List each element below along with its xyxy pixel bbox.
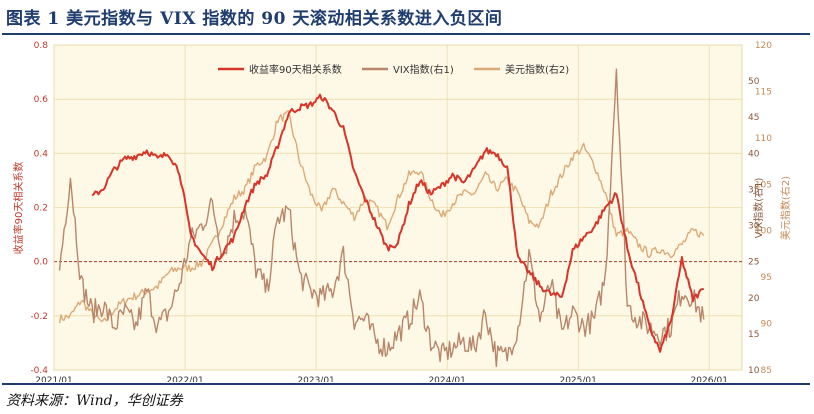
x-tick-label: 2025/01 xyxy=(559,376,596,382)
y-tick-left: -0.4 xyxy=(30,366,48,376)
bottom-rule xyxy=(2,383,810,385)
legend-label: VIX指数(右1) xyxy=(393,63,454,76)
figure-title: 图表 1 美元指数与 VIX 指数的 90 天滚动相关系数进入负区间 xyxy=(6,9,503,29)
y-tick-right1: 35 xyxy=(748,185,759,195)
legend-label: 美元指数(右2) xyxy=(505,63,569,76)
legend-label: 收益率90天相关系数 xyxy=(249,63,342,76)
y-tick-right1: 20 xyxy=(748,294,760,304)
x-tick-label: 2024/01 xyxy=(428,376,465,382)
y-tick-left: -0.2 xyxy=(30,312,48,322)
y-axis-label-left: 收益率90天相关系数 xyxy=(12,162,25,255)
y-tick-left: 0.0 xyxy=(34,258,49,268)
x-tick-label: 2026/01 xyxy=(691,376,728,382)
y-axis-label-right1: VIX指数(右1) xyxy=(752,178,765,239)
x-tick-label: 2022/01 xyxy=(166,376,203,382)
y-tick-right1: 10 xyxy=(748,366,760,376)
source-note: 资料来源：Wind，华创证券 xyxy=(6,393,183,409)
y-tick-right2: 90 xyxy=(761,320,773,330)
y-tick-left: 0.4 xyxy=(34,149,49,159)
y-tick-left: 0.6 xyxy=(34,95,49,105)
y-tick-right2: 120 xyxy=(755,41,772,51)
series-lines xyxy=(58,68,705,368)
y-tick-right1: 15 xyxy=(748,330,759,340)
series-line-right2 xyxy=(58,110,705,324)
y-tick-right2: 95 xyxy=(761,273,772,283)
y-tick-right1: 25 xyxy=(748,258,759,268)
y-tick-right2: 105 xyxy=(755,180,772,190)
y-tick-right2: 85 xyxy=(761,366,772,376)
series-line-left xyxy=(91,93,705,353)
y-tick-right2: 100 xyxy=(755,227,772,237)
y-tick-right2: 115 xyxy=(755,87,772,97)
legend: 收益率90天相关系数 VIX指数(右1) 美元指数(右2) xyxy=(218,63,569,76)
x-tick-label: 2023/01 xyxy=(297,376,334,382)
y-axis-label-right2: 美元指数(右2) xyxy=(779,176,792,240)
y-tick-right1: 50 xyxy=(748,77,760,87)
y-tick-right1: 45 xyxy=(748,113,759,123)
x-tick-label: 2021/01 xyxy=(35,376,72,382)
y-tick-right1: 40 xyxy=(748,149,760,159)
top-rule xyxy=(2,33,810,35)
y-tick-right2: 110 xyxy=(755,134,772,144)
y-tick-right1: 30 xyxy=(748,222,760,232)
series-line-right1 xyxy=(58,68,705,368)
y-tick-left: 0.8 xyxy=(34,41,49,51)
y-tick-left: 0.2 xyxy=(34,204,48,214)
